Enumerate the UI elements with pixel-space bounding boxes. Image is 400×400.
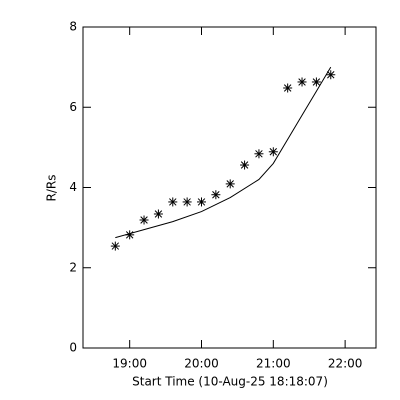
asterisk-marker (110, 241, 120, 251)
x-tick-label: 20:00 (184, 357, 219, 371)
asterisk-marker (311, 77, 321, 87)
asterisk-marker (139, 215, 149, 225)
asterisk-marker (283, 83, 293, 93)
asterisk-marker (153, 209, 163, 219)
fit-curve (115, 66, 332, 239)
x-tick-label: 19:00 (112, 357, 147, 371)
asterisk-marker (326, 70, 336, 80)
x-axis-label: Start Time (10-Aug-25 18:18:07) (132, 375, 328, 389)
x-tick-label: 21:00 (256, 357, 291, 371)
y-tick-label: 0 (69, 341, 77, 355)
y-tick-label: 2 (69, 260, 77, 274)
asterisk-marker (211, 190, 221, 200)
x-tick-label: 22:00 (328, 357, 363, 371)
y-tick-label: 8 (69, 20, 77, 34)
asterisk-marker (240, 160, 250, 170)
asterisk-marker (268, 147, 278, 157)
y-tick-label: 4 (69, 180, 77, 194)
asterisk-marker (225, 179, 235, 189)
asterisk-marker (168, 197, 178, 207)
y-tick-label: 6 (69, 100, 77, 114)
asterisk-marker (182, 197, 192, 207)
y-axis-label: R/Rs (45, 175, 59, 202)
asterisk-marker (196, 197, 206, 207)
asterisk-marker (297, 77, 307, 87)
asterisk-marker (254, 149, 264, 159)
